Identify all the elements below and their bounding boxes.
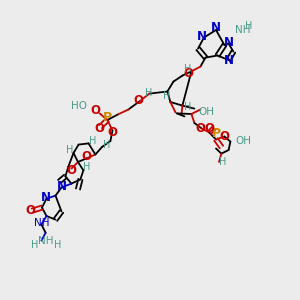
- Text: H: H: [54, 240, 62, 250]
- Text: O: O: [81, 150, 91, 163]
- Text: H: H: [66, 145, 74, 155]
- Text: O: O: [195, 122, 206, 135]
- Text: H: H: [184, 64, 191, 74]
- Text: N: N: [196, 30, 207, 43]
- Text: O: O: [107, 126, 118, 139]
- Text: P: P: [212, 127, 220, 140]
- Text: O: O: [219, 130, 230, 143]
- Text: N: N: [224, 35, 234, 49]
- Text: P: P: [103, 111, 112, 124]
- Text: O: O: [183, 67, 194, 80]
- Text: H: H: [245, 21, 253, 31]
- Text: H: H: [31, 240, 38, 250]
- Text: H: H: [163, 91, 170, 101]
- Text: H: H: [219, 157, 226, 167]
- Text: O: O: [204, 122, 214, 135]
- Text: NH: NH: [235, 25, 250, 35]
- Text: H: H: [88, 136, 96, 146]
- Text: N: N: [40, 191, 51, 204]
- Text: NH: NH: [38, 236, 53, 246]
- Text: O: O: [94, 122, 105, 135]
- Text: N: N: [57, 180, 67, 193]
- Text: H: H: [83, 161, 91, 172]
- Text: OH: OH: [198, 106, 214, 117]
- Text: OH: OH: [236, 136, 251, 146]
- Text: H: H: [103, 140, 110, 150]
- Text: NH: NH: [34, 218, 49, 228]
- Text: HO: HO: [71, 100, 87, 111]
- Text: H: H: [184, 101, 191, 112]
- Text: H: H: [145, 88, 152, 98]
- Text: N: N: [224, 54, 234, 67]
- Text: O: O: [90, 104, 100, 117]
- Text: O: O: [134, 94, 144, 107]
- Text: O: O: [25, 204, 35, 217]
- Text: O: O: [66, 164, 76, 177]
- Text: N: N: [210, 21, 220, 34]
